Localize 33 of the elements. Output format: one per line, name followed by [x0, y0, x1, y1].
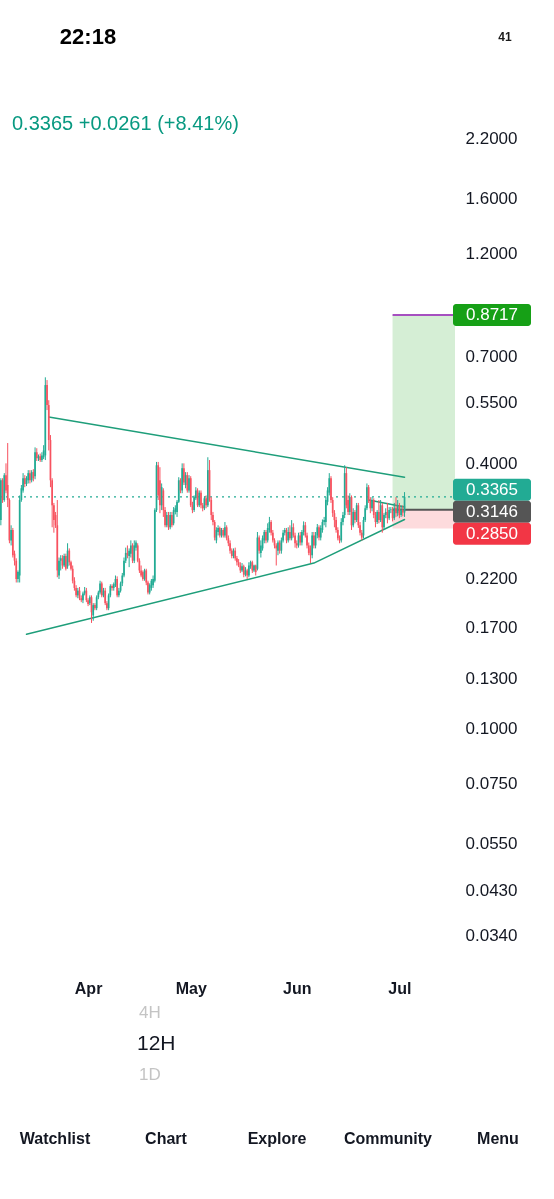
y-tick-label: 0.0430: [465, 880, 518, 900]
y-tick-label: 1.6000: [465, 189, 518, 209]
x-tick-label: Jul: [388, 979, 412, 997]
y-tick-label: 0.0550: [465, 833, 518, 853]
y-tick-label: 1.2000: [465, 244, 518, 264]
y-tick-label: 0.0750: [465, 774, 518, 794]
y-tick-label: 0.5500: [465, 393, 518, 413]
text: 4H: [139, 1003, 161, 1022]
text: 12H: [137, 1031, 176, 1054]
x-tick-label: Apr: [74, 979, 103, 997]
y-tick-label: 2.2000: [465, 128, 518, 148]
y-tick-label: 0.1700: [465, 617, 518, 637]
text: Watchlist: [19, 1130, 91, 1147]
text: Chart: [145, 1130, 188, 1147]
y-tick-label: 0.0340: [465, 925, 518, 945]
x-tick-label: Jun: [283, 979, 312, 997]
y-tick-label: 0.4000: [465, 454, 518, 474]
text: 1D: [139, 1065, 161, 1084]
text: Explore: [247, 1130, 307, 1147]
text: 22:18: [59, 24, 117, 49]
y-tick-label: 0.1300: [465, 669, 518, 689]
y-tick-label: 0.1000: [465, 719, 518, 739]
band-label: 0.8717: [466, 304, 518, 324]
band-label: 0.2850: [466, 523, 518, 543]
text: 41: [498, 30, 512, 44]
text: Menu: [477, 1130, 519, 1147]
chart-subtitle: 0.3365 +0.0261 (+8.41%): [12, 112, 239, 134]
ref-line-label: 0.3365: [466, 479, 518, 499]
ref-line-label: 0.3146: [466, 501, 518, 521]
y-tick-label: 0.2200: [465, 568, 518, 588]
text: Community: [344, 1130, 433, 1147]
x-tick-label: May: [175, 979, 207, 997]
y-tick-label: 0.7000: [465, 347, 518, 367]
